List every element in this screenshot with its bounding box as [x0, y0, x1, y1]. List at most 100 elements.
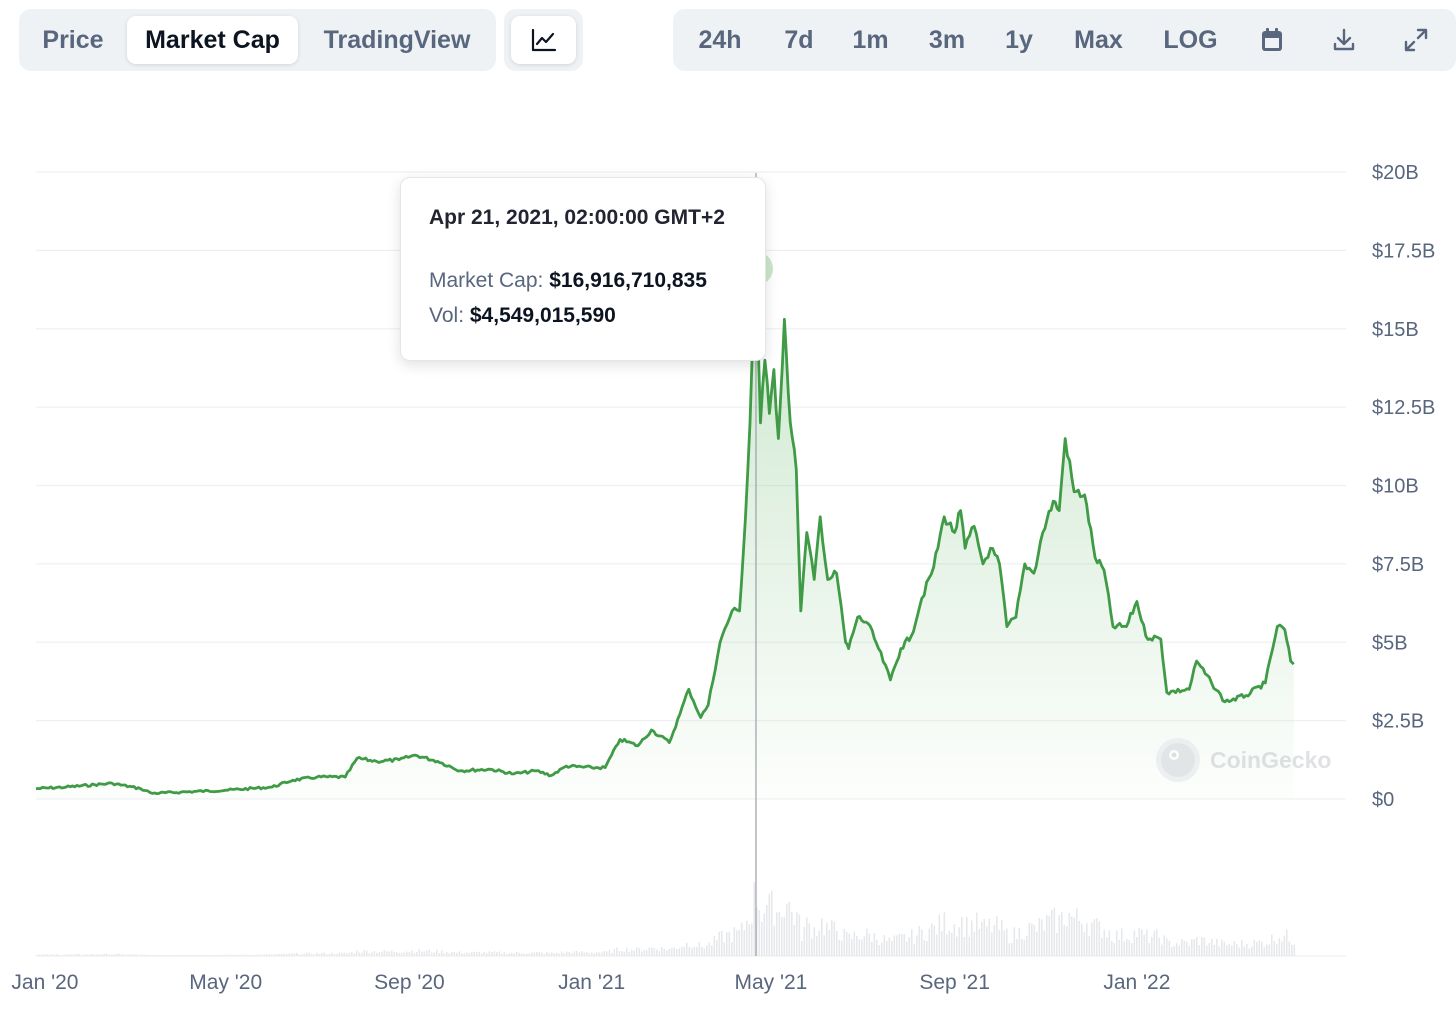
range-log[interactable]: LOG: [1163, 26, 1218, 54]
tab-price[interactable]: Price: [42, 26, 104, 54]
volume-bar: [213, 955, 216, 956]
volume-bar: [548, 953, 551, 956]
volume-bar: [713, 935, 716, 956]
volume-bar: [43, 954, 46, 956]
volume-bar: [156, 955, 158, 956]
volume-bar: [873, 932, 876, 956]
volume-bar: [38, 954, 41, 956]
volume-bar: [1048, 916, 1051, 956]
volume-bar: [1013, 927, 1016, 956]
volume-bar: [503, 952, 506, 956]
volume-bar: [1038, 917, 1041, 956]
volume-bar: [788, 901, 791, 956]
range-max[interactable]: Max: [1074, 26, 1123, 54]
volume-bar: [721, 930, 723, 956]
volume-bar: [166, 955, 168, 956]
volume-bar: [188, 955, 191, 956]
volume-bar: [781, 917, 783, 956]
volume-bar: [1211, 938, 1213, 956]
volume-bar: [948, 930, 951, 956]
volume-bar: [1243, 946, 1246, 956]
volume-bar: [506, 954, 508, 956]
volume-bar: [616, 947, 618, 956]
volume-bar: [736, 930, 738, 956]
volume-bar: [233, 954, 236, 956]
volume-bar: [938, 914, 941, 956]
range-1m[interactable]: 1m: [852, 26, 889, 54]
x-tick-label: May '20: [189, 971, 262, 994]
volume-bar: [803, 926, 806, 956]
volume-bar: [448, 953, 451, 956]
y-tick-label: $0: [1372, 789, 1394, 811]
tab-market-cap[interactable]: Market Cap: [127, 16, 298, 64]
volume-bar: [876, 939, 878, 956]
volume-bar: [691, 948, 693, 956]
volume-bar: [621, 951, 623, 956]
volume-bar: [851, 939, 853, 956]
volume-bar: [1268, 944, 1271, 956]
y-tick-label: $12.5B: [1372, 397, 1435, 419]
volume-bar: [226, 954, 228, 956]
range-1y[interactable]: 1y: [1005, 26, 1033, 54]
volume-bar: [863, 936, 866, 956]
range-3m[interactable]: 3m: [928, 26, 966, 54]
volume-bar: [178, 955, 181, 956]
volume-bar: [1091, 922, 1093, 956]
volume-bar: [56, 954, 58, 956]
range-24h[interactable]: 24h: [698, 26, 742, 54]
tab-tradingview[interactable]: TradingView: [323, 26, 471, 54]
volume-bar: [176, 955, 178, 956]
volume-bar: [818, 930, 821, 956]
volume-bar: [1063, 925, 1066, 956]
volume-bar: [541, 952, 543, 956]
volume-bar: [116, 953, 118, 956]
market-cap-area: [36, 268, 1294, 800]
volume-bar: [891, 940, 893, 956]
range-7d[interactable]: 7d: [784, 26, 814, 54]
volume-bar: [1056, 932, 1058, 956]
volume-bar: [138, 954, 141, 956]
volume-bar: [388, 951, 391, 956]
chart-mode-tabs: Price Market Cap TradingView: [19, 9, 496, 71]
volume-bar: [1221, 939, 1223, 956]
volume-bar: [618, 951, 621, 956]
volume-bar: [956, 936, 958, 956]
calendar-button[interactable]: [1247, 16, 1297, 64]
volume-bar: [726, 932, 728, 956]
volume-bar: [806, 917, 808, 956]
volume-bar: [976, 912, 978, 956]
volume-bar: [866, 928, 868, 956]
volume-bar: [933, 925, 936, 956]
volume-bar: [733, 926, 736, 956]
volume-bar: [256, 954, 258, 956]
download-button[interactable]: [1319, 16, 1369, 64]
volume-bar: [1166, 938, 1168, 956]
volume-bar: [871, 941, 873, 956]
volume-bar: [1256, 942, 1258, 956]
volume-bar: [1123, 941, 1126, 956]
volume-bar: [1263, 947, 1266, 956]
y-tick-label: $17.5B: [1372, 240, 1435, 262]
volume-bar: [576, 950, 578, 956]
volume-bar: [93, 954, 96, 956]
volume-bar: [276, 954, 278, 956]
fullscreen-button[interactable]: [1391, 16, 1441, 64]
volume-bar: [878, 945, 881, 956]
volume-bar: [746, 920, 748, 956]
volume-bar: [1096, 918, 1098, 956]
volume-bar: [681, 946, 683, 956]
volume-bar: [311, 954, 313, 956]
volume-bar: [263, 954, 266, 956]
volume-bar: [896, 935, 898, 956]
line-chart-button[interactable]: [511, 16, 576, 64]
volume-bar: [273, 954, 276, 956]
volume-bar: [78, 954, 81, 956]
volume-bar: [1203, 937, 1206, 956]
volume-bar: [701, 946, 703, 956]
volume-bar: [1276, 944, 1278, 956]
volume-bar: [1171, 947, 1173, 956]
y-tick-label: $7.5B: [1372, 554, 1424, 576]
volume-bar: [1271, 934, 1273, 956]
volume-bar: [1071, 916, 1073, 956]
volume-bar: [1161, 944, 1163, 956]
